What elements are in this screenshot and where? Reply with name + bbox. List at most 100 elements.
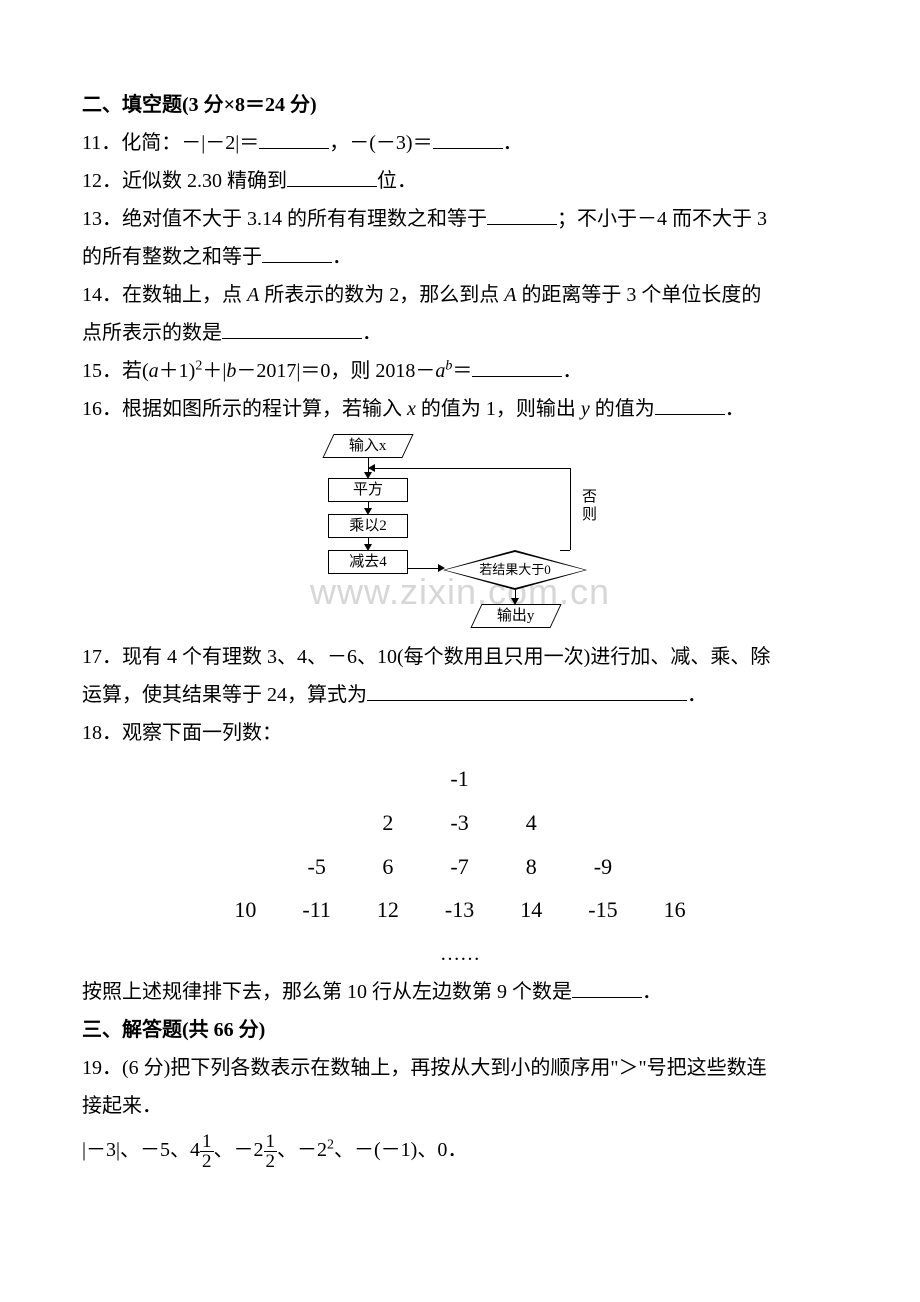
q15-end: ． [562,360,582,382]
q14-blank [222,319,362,339]
cell: 6 [355,846,421,888]
q18-blank [572,978,642,998]
question-16: 16．根据如图所示的程计算，若输入 x 的值为 1，则输出 y 的值为． [82,390,838,428]
cell: -7 [423,846,496,888]
cell: -5 [280,846,353,888]
q14-l1c: 的距离等于 3 个单位长度的 [516,284,761,306]
q17-l2a: 运算，使其结果等于 24，算式为 [82,684,367,706]
cell: -15 [566,889,639,931]
cell: -11 [280,889,353,931]
q18-l2end: ． [642,981,662,1003]
q11-end: ． [503,132,523,154]
arrow [408,568,440,569]
q11-lead: 11．化简：－|－2|＝ [82,132,259,154]
q15-lead: 15．若( [82,360,149,382]
question-18-lead: 18．观察下面一列数： [82,714,838,752]
cell [212,758,278,800]
arrowhead [368,464,375,472]
cell: -1 [423,758,496,800]
cell [566,758,639,800]
q12-lead: 12．近似数 2.30 精确到 [82,170,287,192]
ellipsis: …… [82,935,838,973]
cell: 8 [498,846,564,888]
cell: 10 [212,889,278,931]
question-17-line2: 运算，使其结果等于 24，算式为 ． [82,676,838,714]
flow-input: 输入x [322,434,413,458]
question-19-line2: 接起来． [82,1087,838,1125]
cell: -3 [423,802,496,844]
q16-y: y [581,398,590,420]
question-13-line1: 13．绝对值不大于 3.14 的所有有理数之和等于 ；不小于－4 而不大于 3 [82,200,838,238]
frac-1: 12 [200,1132,214,1171]
q12-end: 位． [377,170,417,192]
table-row: 2 -3 4 [212,802,707,844]
question-13-line2: 的所有整数之和等于 ． [82,238,838,276]
question-19-line1: 19．(6 分)把下列各数表示在数轴上，再按从大到小的顺序用"＞"号把这些数连 [82,1049,838,1087]
cell: 14 [498,889,564,931]
q13-end: ． [332,246,352,268]
arrow [560,550,570,551]
arrow [368,468,570,469]
question-19-expr: |－3|、－5、412、－212、－22、－(－1)、0． [82,1131,838,1171]
flow-subtract: 减去4 [328,550,408,574]
q14-A1: A [247,284,259,306]
q15-a2: a [435,360,445,382]
cell: 4 [498,802,564,844]
flow-condition: 若结果大于0 [445,552,585,588]
q13-part2: 的所有整数之和等于 [82,246,262,268]
cell [355,758,421,800]
q12-blank [287,167,377,187]
cell [212,802,278,844]
q18-l2a: 按照上述规律排下去，那么第 10 行从左边数第 9 个数是 [82,981,572,1003]
q19-mid1: 、－2 [214,1139,264,1161]
section-3-title: 三、解答题(共 66 分) [82,1011,838,1049]
arrowhead [438,564,445,572]
q19-pre: |－3|、－5、4 [82,1139,200,1161]
cell: -13 [423,889,496,931]
q15-mid3: －2017|＝0，则 2018－ [236,360,435,382]
cell [280,802,353,844]
q14-l2a: 点所表示的数是 [82,322,222,344]
cell [280,758,353,800]
table-row: -5 6 -7 8 -9 [212,846,707,888]
q15-b1: b [226,360,236,382]
question-15: 15．若(a＋1)2＋|b－2017|＝0，则 2018－ab＝． [82,352,838,390]
flow-output: 输出y [470,604,561,628]
q13-blank-1 [487,205,557,225]
q16-x: x [407,398,416,420]
q17-l2end: ． [687,684,707,706]
cell [642,802,708,844]
frac-2: 12 [264,1132,278,1171]
q15-blank [472,357,562,377]
cell [566,802,639,844]
q14-l2end: ． [362,322,382,344]
cell: 16 [642,889,708,931]
q16-mid: 的值为 1，则输出 [416,398,581,420]
q14-A2: A [504,284,516,306]
question-12: 12．近似数 2.30 精确到 位． [82,162,838,200]
table-row: 10 -11 12 -13 14 -15 16 [212,889,707,931]
arrow [570,468,571,550]
flow-multiply: 乘以2 [328,514,408,538]
q13-lead: 13．绝对值不大于 3.14 的所有有理数之和等于 [82,208,487,230]
flow-square: 平方 [328,478,408,502]
q16-blank [655,395,725,415]
else-label-2: 则 [582,506,597,524]
q16-tail: 的值为 [590,398,655,420]
q19-tail: 、－(－1)、0． [334,1139,467,1161]
q19-sq: 2 [327,1138,334,1153]
q15-mid2: ＋| [202,360,226,382]
question-11: 11．化简：－|－2|＝ ，－(－3)＝ ． [82,124,838,162]
q13-mid: ；不小于－4 而不大于 3 [557,208,767,230]
q11-mid: ，－(－3)＝ [329,132,432,154]
cell [642,758,708,800]
table-row: -1 [212,758,707,800]
section-2-title: 二、填空题(3 分×8＝24 分) [82,86,838,124]
q11-blank-2 [433,129,503,149]
q14-l1a: 14．在数轴上，点 [82,284,247,306]
cell: 2 [355,802,421,844]
q15-a1: a [149,360,159,382]
cell [642,846,708,888]
q15-mid4: ＝ [452,360,472,382]
q14-l1b: 所表示的数为 2，那么到点 [259,284,504,306]
